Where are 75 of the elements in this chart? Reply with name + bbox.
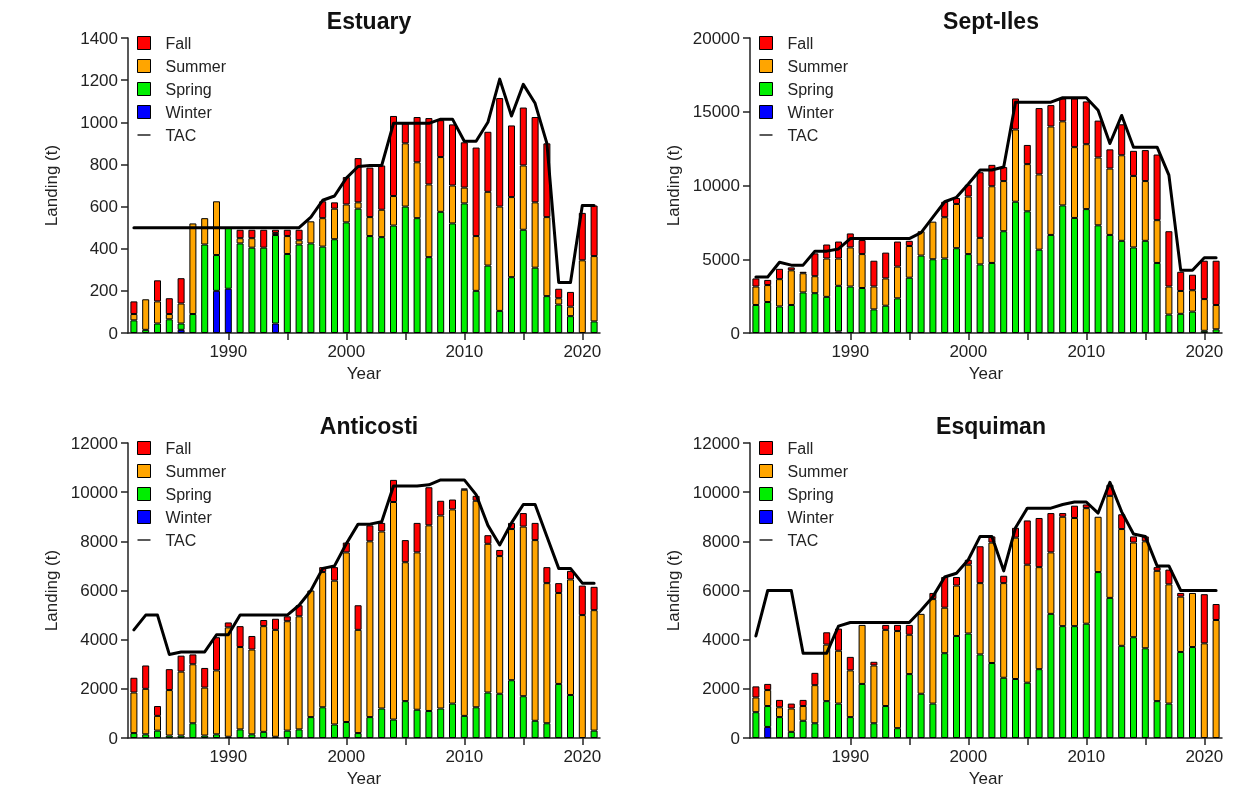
legend-label: Summer	[787, 57, 849, 75]
chart-title: Estuary	[326, 7, 412, 34]
x-tick-label: 2010	[1067, 747, 1106, 766]
x-axis-title: Year	[968, 363, 1004, 383]
y-tick-label: 8000	[702, 531, 740, 551]
legend-label: Spring	[165, 485, 212, 503]
y-tick-label: 5000	[702, 249, 740, 269]
x-tick-label: 1990	[831, 747, 870, 766]
legend-label: TAC	[787, 531, 819, 549]
legend-label: Spring	[787, 80, 834, 98]
y-tick-label: 200	[89, 281, 118, 301]
x-tick-label: 1990	[831, 342, 870, 361]
x-tick-label: 1990	[209, 747, 248, 766]
x-tick-label: 2010	[445, 747, 484, 766]
y-axis-title: Landing (t)	[41, 549, 61, 632]
y-axis-title: Landing (t)	[42, 144, 61, 227]
legend-label: Winter	[165, 103, 213, 121]
legend-label: Spring	[787, 485, 834, 503]
y-tick-label: 1400	[80, 28, 118, 48]
x-tick-label: 2010	[445, 342, 484, 361]
legend-label: TAC	[787, 126, 819, 144]
y-tick-label: 12000	[692, 433, 740, 453]
y-tick-label: 15000	[692, 102, 740, 122]
chart-title: Sept-Iles	[943, 7, 1039, 34]
x-tick-label: 2020	[1185, 342, 1224, 361]
x-axis-title: Year	[968, 768, 1004, 788]
x-axis-title: Year	[346, 768, 382, 788]
legend-label: TAC	[165, 531, 197, 549]
y-tick-label: 6000	[702, 581, 740, 600]
y-tick-label: 0	[730, 323, 740, 343]
y-tick-label: 4000	[80, 630, 118, 650]
y-tick-label: 12000	[70, 433, 118, 453]
x-tick-label: 2020	[563, 342, 602, 361]
legend-label: Fall	[165, 34, 192, 52]
x-tick-label: 1990	[209, 342, 248, 361]
chart-title: Anticosti	[319, 412, 419, 439]
legend-label: Summer	[165, 57, 227, 75]
y-tick-label: 2000	[702, 679, 740, 699]
y-tick-label: 10000	[692, 176, 740, 195]
legend-label: Winter	[165, 508, 213, 526]
chart-title: Esquiman	[936, 412, 1046, 439]
y-tick-label: 400	[89, 239, 118, 259]
legend-label: Fall	[165, 439, 192, 457]
x-tick-label: 2000	[327, 747, 366, 766]
x-tick-label: 2000	[327, 342, 366, 361]
legend-label: Fall	[787, 439, 814, 457]
y-tick-label: 10000	[692, 482, 740, 502]
y-tick-label: 0	[108, 323, 118, 343]
y-tick-label: 600	[89, 197, 118, 217]
y-tick-label: 0	[108, 728, 118, 748]
y-tick-label: 2000	[80, 679, 118, 699]
y-tick-label: 6000	[80, 581, 118, 600]
x-tick-label: 2020	[1185, 747, 1224, 766]
y-tick-label: 0	[730, 728, 740, 748]
x-tick-label: 2020	[563, 747, 602, 766]
y-tick-label: 8000	[80, 531, 118, 551]
y-axis-title: Landing (t)	[663, 549, 683, 632]
x-tick-label: 2010	[1067, 342, 1106, 361]
legend-label: Fall	[787, 34, 814, 52]
x-tick-label: 2000	[949, 747, 988, 766]
legend-label: Summer	[787, 462, 849, 480]
x-tick-label: 2000	[949, 342, 988, 361]
y-tick-label: 1000	[80, 112, 118, 132]
legend-label: Winter	[787, 103, 835, 121]
y-tick-label: 1200	[80, 70, 118, 90]
legend-label: Spring	[165, 80, 212, 98]
legend-label: TAC	[165, 126, 197, 144]
y-tick-label: 800	[89, 154, 118, 174]
x-axis-title: Year	[346, 363, 382, 383]
y-tick-label: 20000	[692, 28, 740, 48]
legend-label: Summer	[165, 462, 227, 480]
legend-label: Winter	[787, 508, 835, 526]
y-tick-label: 10000	[70, 482, 118, 502]
y-axis-title: Landing (t)	[663, 144, 683, 227]
y-tick-label: 4000	[702, 630, 740, 650]
